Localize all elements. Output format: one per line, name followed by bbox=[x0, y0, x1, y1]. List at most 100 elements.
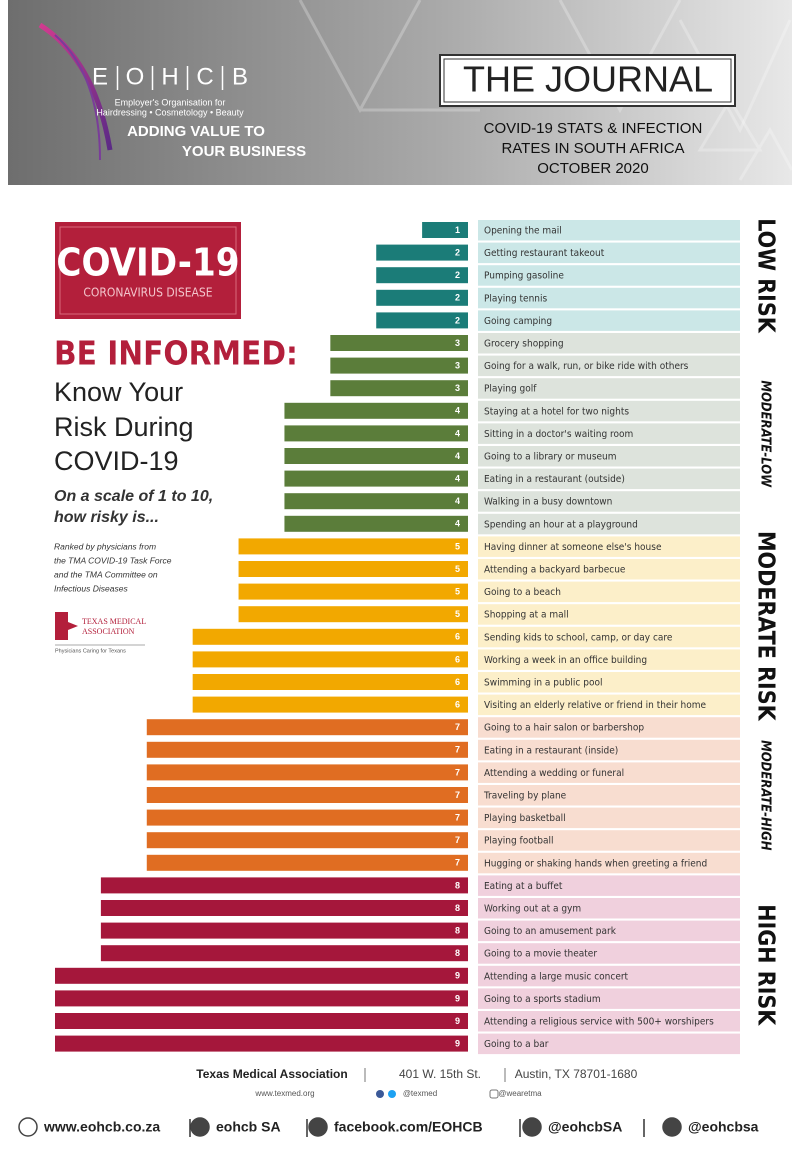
activity-label: Eating in a restaurant (outside) bbox=[484, 474, 625, 485]
activity-label: Opening the mail bbox=[484, 226, 562, 237]
bar bbox=[100, 877, 468, 894]
bar-value: 1 bbox=[455, 225, 460, 235]
activity-label: Eating in a restaurant (inside) bbox=[484, 745, 618, 756]
footer-address: 401 W. 15th St. bbox=[399, 1067, 481, 1081]
activity-label: Going to an amusement park bbox=[484, 926, 617, 937]
bar bbox=[192, 628, 468, 645]
contact-bar: www.eohcb.co.za eohcb SA facebook.com/EOHC… bbox=[18, 1117, 759, 1137]
logo-swoosh bbox=[38, 22, 113, 151]
activity-label: Visiting an elderly relative or friend i… bbox=[484, 700, 706, 711]
bar bbox=[146, 787, 468, 803]
label-bg bbox=[478, 626, 740, 648]
note: Ranked by physicians from bbox=[54, 541, 156, 551]
bar-value: 7 bbox=[455, 722, 460, 732]
covid-badge bbox=[55, 222, 241, 319]
label-bg bbox=[478, 378, 740, 399]
bar bbox=[284, 425, 468, 442]
bar bbox=[146, 719, 468, 736]
label-bg bbox=[478, 785, 740, 806]
bar bbox=[376, 244, 468, 261]
bar-value: 7 bbox=[455, 790, 460, 800]
bar bbox=[100, 900, 468, 916]
contact-text[interactable]: eohcb SA bbox=[216, 1119, 281, 1135]
bar-value: 4 bbox=[455, 406, 460, 416]
activity-label: Playing football bbox=[484, 836, 553, 847]
bar bbox=[422, 222, 468, 238]
contact-icon bbox=[190, 1117, 210, 1137]
label-bg bbox=[478, 830, 740, 851]
header-subtitle: OCTOBER 2020 bbox=[537, 160, 648, 177]
bar bbox=[238, 583, 468, 600]
bar-value: 6 bbox=[455, 632, 460, 642]
bar-value: 8 bbox=[455, 925, 460, 935]
label-bg bbox=[478, 310, 740, 331]
activity-label: Pumping gasoline bbox=[484, 271, 564, 282]
bar-value: 8 bbox=[455, 880, 460, 890]
activity-label: Staying at a hotel for two nights bbox=[484, 406, 629, 417]
bar bbox=[192, 651, 468, 668]
contact-text[interactable]: @eohcbSA bbox=[548, 1119, 622, 1135]
bar-value: 7 bbox=[455, 812, 460, 822]
bar bbox=[284, 470, 468, 487]
activity-label: Working out at a gym bbox=[484, 904, 581, 915]
bar-value: 3 bbox=[455, 360, 460, 370]
contact-text[interactable]: facebook.com/EOHCB bbox=[334, 1119, 483, 1135]
bar-value: 2 bbox=[455, 247, 460, 257]
logo-letter: E bbox=[92, 63, 108, 90]
activity-label: Getting restaurant takeout bbox=[484, 248, 605, 259]
facebook-icon bbox=[376, 1090, 384, 1098]
risk-group-label: HIGH RISK bbox=[753, 904, 779, 1026]
bar-value: 5 bbox=[455, 586, 460, 596]
label-bg bbox=[478, 400, 740, 422]
activity-label: Grocery shopping bbox=[484, 339, 564, 350]
activity-label: Eating at a buffet bbox=[484, 881, 563, 892]
bar bbox=[284, 515, 468, 532]
bar-value: 4 bbox=[455, 519, 460, 529]
bar-value: 4 bbox=[455, 473, 460, 483]
activity-label: Walking in a busy downtown bbox=[484, 497, 612, 508]
header-subtitle: COVID-19 STATS & INFECTION bbox=[484, 120, 703, 137]
contact-icon bbox=[522, 1117, 542, 1137]
covid-badge-border bbox=[59, 226, 237, 315]
bar bbox=[55, 1035, 468, 1052]
label-bg bbox=[478, 333, 740, 354]
bar-value: 6 bbox=[455, 677, 460, 687]
badge-sub: CORONAVIRUS DISEASE bbox=[83, 286, 212, 300]
footer-instagram: @wearetma bbox=[498, 1089, 542, 1098]
bar-value: 8 bbox=[455, 948, 460, 958]
bar bbox=[146, 764, 468, 781]
bar bbox=[376, 312, 468, 329]
activity-label: Attending a religious service with 500+ … bbox=[484, 1017, 714, 1028]
journal-box bbox=[439, 54, 736, 107]
contact-text[interactable]: www.eohcb.co.za bbox=[43, 1119, 160, 1135]
journal-box-inner bbox=[443, 58, 732, 103]
bar bbox=[146, 741, 468, 758]
bar-value: 5 bbox=[455, 564, 460, 574]
header-subtitle: RATES IN SOUTH AFRICA bbox=[501, 140, 684, 157]
bar bbox=[376, 267, 468, 284]
activity-label: Playing golf bbox=[484, 384, 537, 395]
label-bg bbox=[478, 220, 740, 241]
footer-web: www.texmed.org bbox=[254, 1089, 314, 1098]
logo-sub: Employer's Organisation for bbox=[115, 97, 226, 107]
bar bbox=[100, 945, 468, 962]
activity-label: Going to a beach bbox=[484, 587, 561, 598]
tma-logo: TEXAS MEDICAL bbox=[82, 617, 146, 626]
activity-label: Attending a wedding or funeral bbox=[484, 768, 624, 779]
bar-value: 5 bbox=[455, 541, 460, 551]
label-bg bbox=[478, 604, 740, 625]
label-bg bbox=[478, 513, 740, 535]
label-bg bbox=[478, 965, 740, 987]
bar-value: 6 bbox=[455, 654, 460, 664]
risk-group-label: MODERATE-LOW bbox=[758, 380, 773, 488]
bar-value: 8 bbox=[455, 903, 460, 913]
contact-text[interactable]: @eohcbsa bbox=[688, 1119, 759, 1135]
label-bg bbox=[478, 423, 740, 444]
bar bbox=[146, 832, 468, 849]
bar bbox=[146, 854, 468, 871]
bar-value: 3 bbox=[455, 338, 460, 348]
label-bg bbox=[478, 446, 740, 467]
label-bg bbox=[478, 875, 740, 896]
question: On a scale of 1 to 10, bbox=[54, 488, 213, 505]
